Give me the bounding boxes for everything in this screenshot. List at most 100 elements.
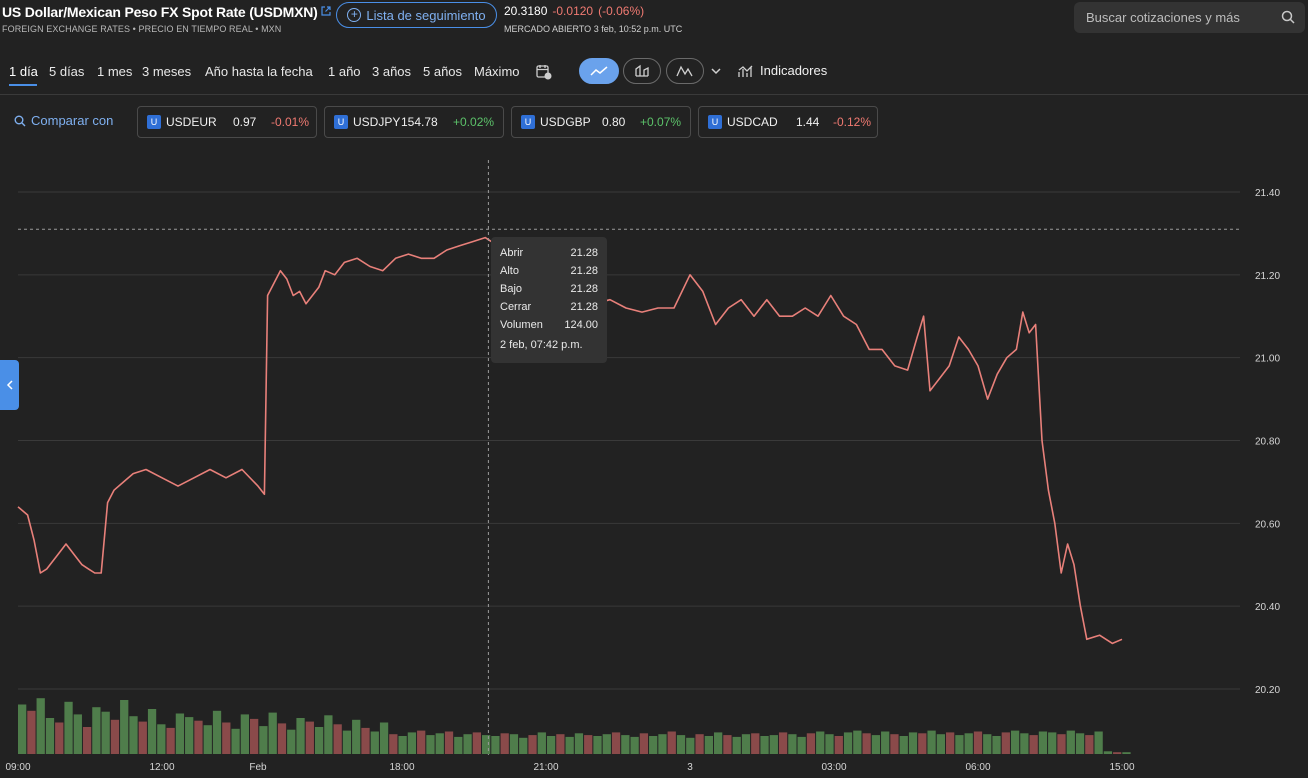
- x-tick-label: 15:00: [1109, 762, 1134, 773]
- tooltip-row-volume: Volumen 124.00: [500, 319, 598, 337]
- volume-bar: [147, 709, 157, 754]
- volume-bar: [268, 712, 277, 754]
- calendar-settings-icon[interactable]: [536, 64, 552, 80]
- price-chart[interactable]: 21.40 21.20 21.00 20.80 20.60 20.40 20.20 09:00…: [0, 150, 1308, 778]
- quote: 20.3180 -0.0120 (-0.06%): [504, 4, 644, 18]
- volume-bar: [64, 701, 73, 754]
- volume-bar: [250, 718, 259, 754]
- volume-bar: [676, 735, 686, 754]
- chip-symbol: USDCAD: [727, 115, 778, 129]
- volume-bar: [370, 731, 379, 754]
- volume-bar: [305, 721, 314, 754]
- indicators-label: Indicadores: [760, 63, 828, 78]
- volume-bar: [500, 733, 509, 754]
- range-ytd[interactable]: Año hasta la fecha: [205, 64, 313, 79]
- tooltip-value: 21.28: [570, 301, 598, 313]
- compare-chip-usdcad[interactable]: U USDCAD 1.44 -0.12%: [698, 106, 878, 138]
- compare-button[interactable]: Comparar con: [14, 113, 113, 128]
- volume-bar: [352, 719, 361, 754]
- range-1d[interactable]: 1 día: [9, 64, 38, 79]
- search-input[interactable]: [1086, 10, 1266, 25]
- volume-bar: [732, 736, 741, 754]
- volume-bar: [714, 732, 723, 754]
- volume-bar: [630, 736, 639, 754]
- volume-bar: [36, 698, 45, 754]
- range-3m[interactable]: 3 meses: [142, 64, 192, 79]
- compare-chip-usdjpy[interactable]: U USDJPY 154.78 +0.02%: [324, 106, 504, 138]
- tooltip-row-low: Bajo 21.28: [500, 283, 598, 301]
- watchlist-button[interactable]: + Lista de seguimiento: [336, 2, 497, 28]
- y-tick-label: 21.20: [1255, 271, 1280, 282]
- range-1m[interactable]: 1 mes: [97, 64, 133, 79]
- range-5y[interactable]: 5 años: [423, 64, 463, 79]
- symbol-badge-icon: U: [708, 115, 722, 129]
- range-5d[interactable]: 5 días: [49, 64, 85, 79]
- volume-bar: [463, 734, 472, 754]
- y-tick-label: 20.40: [1255, 602, 1280, 613]
- volume-bar: [584, 735, 593, 754]
- volume-bar: [658, 734, 667, 754]
- range-3y[interactable]: 3 años: [372, 64, 412, 79]
- volume-bar: [751, 733, 760, 754]
- volume-bar: [1010, 730, 1020, 754]
- candle-chart-button[interactable]: [623, 58, 661, 84]
- volume-bar: [287, 729, 296, 754]
- header: US Dollar/Mexican Peso FX Spot Rate (USD…: [0, 0, 1308, 50]
- volume-bar: [992, 736, 1001, 754]
- volume-bar: [556, 734, 565, 754]
- volume-bar: [1094, 731, 1103, 754]
- line-chart-button[interactable]: [579, 58, 619, 84]
- volume-bar: [203, 725, 212, 754]
- volume-bar: [472, 732, 481, 754]
- volume-bar: [834, 736, 843, 754]
- range-max[interactable]: Máximo: [474, 64, 520, 79]
- range-1y[interactable]: 1 año: [328, 64, 361, 79]
- plus-circle-icon: +: [347, 8, 362, 22]
- volume-bar: [862, 733, 871, 754]
- volume-bar: [667, 731, 676, 754]
- x-tick-label: 3: [687, 762, 693, 773]
- volume-bar: [806, 733, 816, 754]
- volume-bar: [918, 733, 927, 754]
- search-icon[interactable]: [1281, 10, 1295, 24]
- tooltip-label: Abrir: [500, 247, 524, 259]
- volume-bar: [1085, 735, 1094, 754]
- volume-bar: [389, 734, 398, 754]
- page-title: US Dollar/Mexican Peso FX Spot Rate (USD…: [2, 4, 318, 20]
- chip-value: 0.80: [602, 115, 626, 129]
- volume-bar: [686, 737, 695, 754]
- search-box[interactable]: [1074, 2, 1305, 33]
- volume-bar: [769, 735, 778, 754]
- volume-bar: [426, 735, 435, 754]
- volume-bar: [1020, 733, 1029, 754]
- volume-bar: [871, 735, 881, 754]
- volume-bar: [723, 735, 732, 754]
- volume-bar: [82, 727, 92, 754]
- y-tick-label: 20.60: [1255, 519, 1280, 530]
- external-link-icon[interactable]: [320, 5, 331, 19]
- volume-bar: [435, 733, 444, 754]
- x-tick-label: 21:00: [533, 762, 558, 773]
- price-change: -0.0120: [552, 4, 594, 18]
- volume-bar: [194, 720, 203, 754]
- indicator-chart-button[interactable]: [666, 58, 704, 84]
- compare-chip-usdgbp[interactable]: U USDGBP 0.80 +0.07%: [511, 106, 691, 138]
- volume-bar: [574, 733, 584, 754]
- volume-bar: [1038, 731, 1048, 754]
- side-panel-toggle[interactable]: [0, 360, 19, 410]
- tooltip-value: 21.28: [570, 247, 598, 259]
- indicators-button[interactable]: Indicadores: [738, 63, 827, 78]
- volume-bar: [259, 726, 268, 754]
- price-value: 20.3180: [504, 4, 548, 18]
- volume-bar: [454, 736, 463, 754]
- x-tick-label: 09:00: [5, 762, 30, 773]
- volume-bar: [120, 700, 129, 754]
- chevron-down-icon[interactable]: [710, 66, 722, 76]
- volume-bar: [361, 727, 370, 754]
- compare-chip-usdeur[interactable]: U USDEUR 0.97 -0.01%: [137, 106, 317, 138]
- tooltip-value: 124.00: [564, 319, 598, 331]
- volume-bar: [482, 735, 491, 754]
- volume-bar: [18, 704, 27, 754]
- volume-bar: [45, 718, 55, 754]
- volume-bar: [741, 734, 751, 754]
